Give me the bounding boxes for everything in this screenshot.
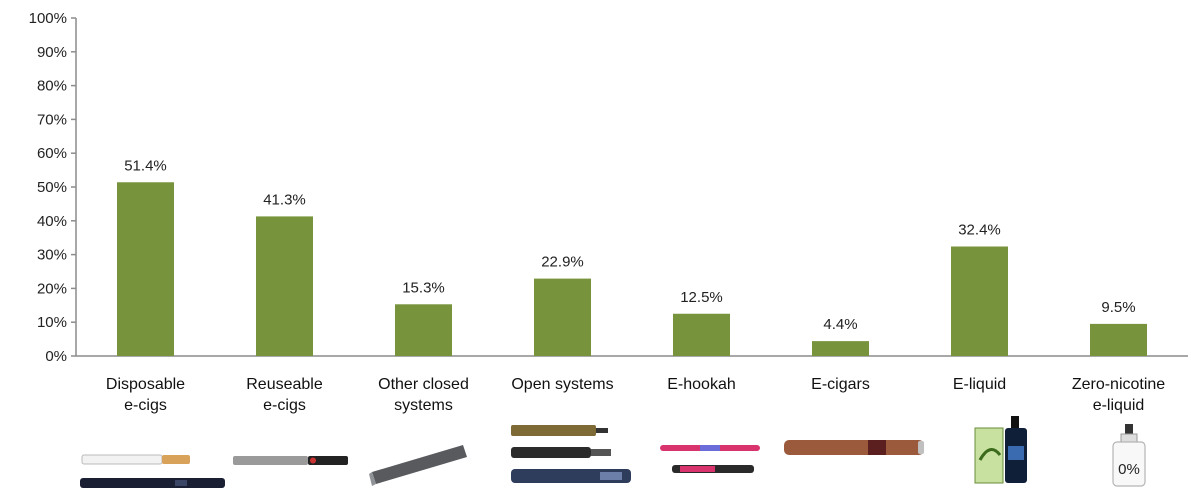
category-label: Disposable e-cigs — [106, 376, 185, 414]
category-label: E-liquid — [953, 376, 1006, 393]
y-tick-label: 60% — [37, 145, 67, 162]
category-label: Reuseable e-cigs — [246, 376, 323, 414]
y-tick-label: 40% — [37, 213, 67, 230]
data-label: 22.9% — [541, 254, 584, 271]
y-tick-label: 0% — [45, 348, 67, 365]
y-tick-label: 80% — [37, 78, 67, 95]
category-label: E-cigars — [811, 376, 870, 393]
bar — [117, 182, 174, 356]
bar — [256, 216, 313, 356]
y-axis: 0% 10% 20% 30% 40% 50% 60% 70% 80% 90% 100% — [29, 10, 1188, 365]
e-liquid-bottle-icon — [974, 416, 1027, 484]
bar — [812, 341, 869, 356]
data-label: 4.4% — [823, 316, 857, 333]
open-system-icon — [511, 425, 631, 483]
x-axis-labels: Disposable e-cigs Reuseable e-cigs Other clo… — [106, 376, 1165, 414]
bar — [673, 313, 730, 356]
bar — [1090, 323, 1147, 356]
y-tick-label: 10% — [37, 314, 67, 331]
reusable-ecig-icon — [233, 456, 348, 465]
bars — [117, 182, 1147, 356]
product-images: 0% — [80, 416, 1146, 488]
category-label: Other closed systems — [378, 376, 469, 414]
data-label: 9.5% — [1101, 299, 1135, 316]
category-label: Zero-nicotine e-liquid — [1072, 376, 1165, 414]
disposable-ecig-icon — [80, 454, 225, 488]
e-cigar-icon — [784, 440, 924, 455]
bar — [951, 246, 1008, 356]
data-label: 51.4% — [124, 157, 167, 174]
y-tick-label: 100% — [29, 10, 67, 27]
category-label: Open systems — [511, 376, 613, 393]
data-label: 41.3% — [263, 191, 306, 208]
data-labels: 51.4% 41.3% 15.3% 22.9% 12.5% 4.4% 32.4% 9.5% — [124, 157, 1135, 333]
y-tick-label: 50% — [37, 179, 67, 196]
y-tick-label: 70% — [37, 111, 67, 128]
category-label: E-hookah — [667, 376, 736, 393]
bar — [534, 278, 591, 356]
pod-device-icon — [369, 445, 467, 486]
y-tick-label: 30% — [37, 247, 67, 264]
data-label: 32.4% — [958, 221, 1001, 238]
data-label: 12.5% — [680, 289, 723, 306]
data-label: 15.3% — [402, 279, 445, 296]
bottle-label: 0% — [1118, 461, 1140, 478]
y-tick-label: 20% — [37, 280, 67, 297]
y-tick-label: 90% — [37, 44, 67, 61]
zero-nicotine-bottle-icon: 0% — [1112, 424, 1146, 487]
bar — [395, 304, 452, 356]
e-hookah-icon — [660, 445, 760, 473]
